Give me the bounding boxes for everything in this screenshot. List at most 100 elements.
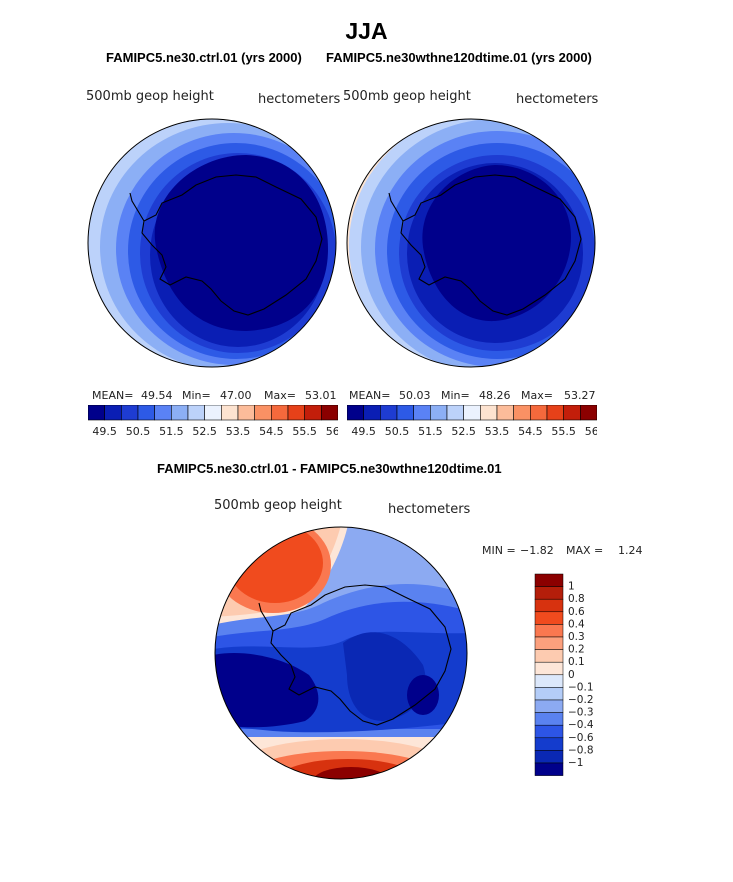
panel-1-colorbar: 49.5 50.5 51.5 52.5 53.5 54.5 55.5 56.5 bbox=[88, 405, 338, 438]
p3-fill-positive-04 bbox=[227, 527, 323, 603]
p1-antarctic-peninsula bbox=[129, 192, 145, 222]
panel-1-map bbox=[87, 118, 337, 368]
cb3-swatch-2 bbox=[534, 598, 564, 613]
p2-mean-value: 50.03 bbox=[399, 389, 431, 402]
cb1-tick-label-4: 53.5 bbox=[226, 425, 251, 438]
cb3-tick-label-4: 0.3 bbox=[568, 631, 585, 643]
panel-1-field-label: 500mb geop height bbox=[86, 89, 214, 104]
cb3-swatch-3 bbox=[534, 611, 564, 625]
cb1-swatch-10 bbox=[254, 405, 272, 421]
cb1-tick-label-3: 52.5 bbox=[192, 425, 217, 438]
p2-map-border bbox=[346, 118, 596, 368]
p1-max-value: 53.01 bbox=[305, 389, 337, 402]
p3-max-label: MAX = bbox=[566, 544, 604, 557]
p1-fill-49 bbox=[154, 155, 328, 331]
p1-map-border bbox=[87, 118, 337, 368]
p3-fill-neg-06 bbox=[343, 632, 426, 721]
cb2-tick-label-3: 52.5 bbox=[451, 425, 476, 438]
cb1-tick-label-1: 50.5 bbox=[126, 425, 151, 438]
cb2-swatch-4 bbox=[413, 405, 431, 421]
cb3-swatch-5 bbox=[534, 636, 564, 650]
cb1-swatch-5 bbox=[171, 405, 189, 421]
cb2-tick-label-1: 50.5 bbox=[385, 425, 410, 438]
cb2-swatch-6 bbox=[446, 405, 464, 421]
p2-max-label: Max= bbox=[521, 389, 553, 402]
cb3-tick-label-11: −0.4 bbox=[568, 719, 594, 731]
cb3-swatch-11 bbox=[534, 712, 564, 726]
cb1-swatch-2 bbox=[121, 405, 139, 421]
p2-mean-label: MEAN= bbox=[349, 389, 391, 402]
cb2-swatch-2 bbox=[380, 405, 398, 421]
cb1-swatch-8 bbox=[221, 405, 239, 421]
cb2-swatch-0 bbox=[347, 405, 364, 421]
cb2-swatch-11 bbox=[530, 405, 548, 421]
cb3-tick-label-13: −0.8 bbox=[568, 744, 594, 756]
cb3-tick-label-7: 0 bbox=[568, 669, 575, 681]
cb1-swatch-11 bbox=[271, 405, 289, 421]
p3-antarctica-coastline bbox=[270, 584, 452, 726]
p2-antarctic-peninsula bbox=[388, 192, 404, 222]
cb3-swatch-8 bbox=[534, 674, 564, 688]
cb3-swatch-0 bbox=[534, 573, 564, 587]
cb3-swatch-15 bbox=[534, 762, 564, 776]
cb3-tick-label-3: 0.4 bbox=[568, 618, 585, 630]
cb3-swatch-4 bbox=[534, 624, 564, 638]
p3-min-label: MIN = bbox=[482, 544, 516, 557]
cb3-swatch-1 bbox=[534, 586, 564, 600]
cb3-tick-label-10: −0.3 bbox=[568, 707, 594, 719]
cb2-tick-label-0: 49.5 bbox=[351, 425, 376, 438]
panel-2-map bbox=[346, 118, 596, 368]
panel-1-units-label: hectometers bbox=[258, 92, 341, 107]
cb1-tick-label-5: 54.5 bbox=[259, 425, 284, 438]
p2-min-value: 48.26 bbox=[479, 389, 511, 402]
cb2-tick-label-7: 56.5 bbox=[585, 425, 597, 438]
cb3-tick-label-5: 0.2 bbox=[568, 644, 585, 656]
cb3-swatch-9 bbox=[534, 687, 564, 701]
panel-2-field-label: 500mb geop height bbox=[343, 89, 471, 104]
cb3-swatch-12 bbox=[534, 724, 564, 739]
cb3-tick-label-2: 0.6 bbox=[568, 606, 585, 618]
cb3-swatch-13 bbox=[534, 737, 564, 751]
p3-max-value: 1.24 bbox=[618, 544, 643, 557]
p2-fill-49 bbox=[422, 165, 571, 322]
cb2-swatch-5 bbox=[430, 405, 448, 421]
cb1-swatch-1 bbox=[104, 405, 122, 421]
p1-max-label: Max= bbox=[264, 389, 296, 402]
cb2-tick-label-6: 55.5 bbox=[551, 425, 576, 438]
panel-3-units-label: hectometers bbox=[388, 502, 471, 517]
cb1-tick-label-2: 51.5 bbox=[159, 425, 184, 438]
cb1-tick-label-7: 56.5 bbox=[326, 425, 338, 438]
cb3-tick-label-8: −0.1 bbox=[568, 681, 594, 693]
p3-fill-south-06 bbox=[276, 759, 420, 779]
cb1-swatch-9 bbox=[237, 405, 255, 421]
panel-1-title: FAMIPC5.ne30.ctrl.01 (yrs 2000) bbox=[106, 50, 302, 65]
cb2-swatch-7 bbox=[463, 405, 481, 421]
figure-title: JJA bbox=[345, 18, 388, 44]
p1-min-label: Min= bbox=[182, 389, 211, 402]
cb2-swatch-3 bbox=[396, 405, 414, 421]
cb1-swatch-3 bbox=[137, 405, 155, 421]
cb1-swatch-12 bbox=[287, 405, 305, 421]
cb1-swatch-6 bbox=[187, 405, 205, 421]
p2-antarctica-coastline bbox=[400, 174, 582, 316]
cb3-swatch-14 bbox=[534, 750, 564, 764]
cb1-tick-label-0: 49.5 bbox=[92, 425, 117, 438]
cb3-swatch-10 bbox=[534, 699, 564, 713]
cb2-swatch-8 bbox=[480, 405, 498, 421]
panel-2-units-label: hectometers bbox=[516, 92, 599, 107]
cb2-tick-label-5: 54.5 bbox=[518, 425, 543, 438]
panel-3-title: FAMIPC5.ne30.ctrl.01 - FAMIPC5.ne30wthne… bbox=[157, 461, 502, 476]
cb1-swatch-0 bbox=[88, 405, 105, 421]
cb3-tick-label-0: 1 bbox=[568, 581, 575, 593]
cb3-swatch-7 bbox=[534, 661, 564, 676]
panel-3-colorbar: 10.80.60.40.30.20.10−0.1−0.2−0.3−0.4−0.6… bbox=[534, 573, 594, 776]
panel-3-field-label: 500mb geop height bbox=[214, 498, 342, 513]
panel-3-map bbox=[214, 526, 468, 780]
cb1-swatch-14 bbox=[321, 405, 338, 421]
p1-mean-value: 49.54 bbox=[141, 389, 173, 402]
p3-min-value: −1.82 bbox=[520, 544, 554, 557]
cb3-tick-label-12: −0.6 bbox=[568, 732, 594, 744]
p3-antarctic-peninsula bbox=[258, 602, 274, 632]
cb2-swatch-1 bbox=[363, 405, 381, 421]
cb2-swatch-12 bbox=[546, 405, 564, 421]
